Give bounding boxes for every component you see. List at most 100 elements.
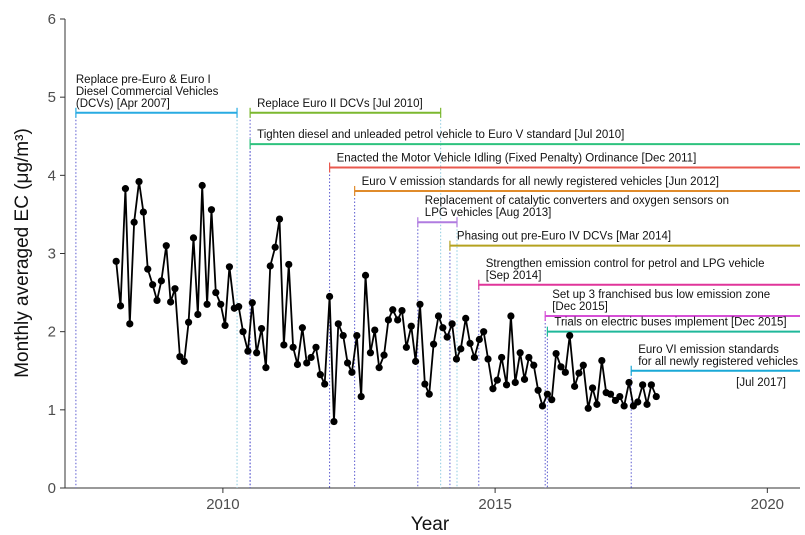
data-point xyxy=(289,343,297,351)
y-tick-label: 0 xyxy=(48,480,56,497)
x-tick-label: 2020 xyxy=(751,496,784,513)
data-point xyxy=(334,320,342,328)
data-point xyxy=(616,392,624,401)
data-point xyxy=(303,359,311,367)
event-label: Euro V emission standards for all newly … xyxy=(362,176,719,188)
data-point xyxy=(593,400,601,408)
data-point xyxy=(429,340,438,348)
data-point xyxy=(330,417,338,426)
event-label: for all newly registered vehicles xyxy=(638,356,798,368)
event-label: Enacted the Motor Vehicle Idling (Fixed … xyxy=(337,153,697,165)
data-point xyxy=(180,357,188,365)
y-axis-title: Monthly averaged EC (μg/m³) xyxy=(12,128,33,378)
data-point xyxy=(534,386,542,394)
data-point xyxy=(625,378,633,387)
data-point xyxy=(116,302,125,310)
data-point xyxy=(439,324,447,332)
data-point xyxy=(584,404,592,412)
data-point xyxy=(221,321,229,330)
data-point xyxy=(421,380,429,388)
data-point xyxy=(275,215,284,223)
data-point xyxy=(620,402,628,410)
data-point xyxy=(407,322,415,330)
y-tick-label: 3 xyxy=(48,246,56,263)
data-point xyxy=(171,285,179,293)
data-point xyxy=(412,357,420,365)
data-point xyxy=(203,300,211,308)
data-point xyxy=(212,288,220,297)
data-point xyxy=(443,333,451,341)
data-point xyxy=(634,398,642,406)
event-label: Diesel Commercial Vehicles xyxy=(76,86,219,98)
data-point xyxy=(194,310,202,319)
data-point xyxy=(339,331,347,340)
data-point xyxy=(475,335,483,344)
data-point xyxy=(588,384,597,392)
data-point xyxy=(316,371,324,379)
data-point xyxy=(380,351,388,359)
data-point xyxy=(639,381,647,389)
data-point xyxy=(502,381,511,389)
event-label: Tighten diesel and unleaded petrol vehic… xyxy=(257,129,624,141)
data-point xyxy=(480,328,488,336)
data-point xyxy=(326,292,334,301)
data-point xyxy=(112,257,120,265)
data-point xyxy=(525,353,533,362)
data-point xyxy=(189,234,198,242)
data-point xyxy=(244,347,252,355)
data-point xyxy=(484,355,492,363)
event-label: Strengthen emission control for petrol a… xyxy=(486,258,765,270)
event-label: Replacement of catalytic converters and … xyxy=(425,195,729,207)
data-point xyxy=(285,260,293,269)
x-tick-label: 2010 xyxy=(206,496,239,513)
data-point xyxy=(253,349,261,357)
data-point xyxy=(557,363,565,371)
data-point xyxy=(389,306,397,314)
event-label: (DCVs) [Apr 2007] xyxy=(76,98,170,110)
y-tick-label: 1 xyxy=(48,402,56,419)
data-point xyxy=(298,324,306,332)
data-point xyxy=(248,299,256,307)
data-point xyxy=(489,385,497,393)
data-point xyxy=(126,320,134,328)
data-point xyxy=(176,353,184,361)
data-point xyxy=(321,380,329,388)
y-tick-label: 5 xyxy=(48,89,56,106)
data-point xyxy=(121,185,130,193)
data-point xyxy=(371,326,379,334)
y-tick-label: 6 xyxy=(48,11,56,28)
data-point xyxy=(207,206,216,214)
y-tick-label: 4 xyxy=(48,167,56,184)
data-point xyxy=(312,343,320,351)
data-point xyxy=(343,359,352,367)
data-point xyxy=(280,341,288,349)
data-point xyxy=(434,312,443,320)
data-point xyxy=(293,360,302,369)
event-label: Replace Euro II DCVs [Jul 2010] xyxy=(257,98,423,110)
data-point xyxy=(516,349,524,357)
event-label: [Sep 2014] xyxy=(486,270,542,282)
data-point xyxy=(348,368,356,376)
x-tick-label: 2015 xyxy=(478,496,511,513)
data-point xyxy=(162,242,170,250)
data-point xyxy=(498,353,506,362)
data-point xyxy=(448,320,456,328)
data-point xyxy=(470,353,479,362)
data-point xyxy=(384,316,392,324)
data-point xyxy=(394,316,402,324)
data-point xyxy=(643,400,651,408)
event-label: LPG vehicles [Aug 2013] xyxy=(425,207,552,219)
data-point xyxy=(398,306,406,315)
data-point xyxy=(462,314,470,322)
data-point xyxy=(575,369,583,377)
data-point xyxy=(543,390,551,398)
data-point xyxy=(606,390,615,398)
data-point xyxy=(361,271,370,279)
data-point xyxy=(425,390,433,398)
data-point xyxy=(262,364,270,372)
data-point xyxy=(402,343,410,351)
data-point xyxy=(647,381,655,389)
event-label: [Jul 2017] xyxy=(736,377,786,389)
data-point xyxy=(266,262,274,270)
